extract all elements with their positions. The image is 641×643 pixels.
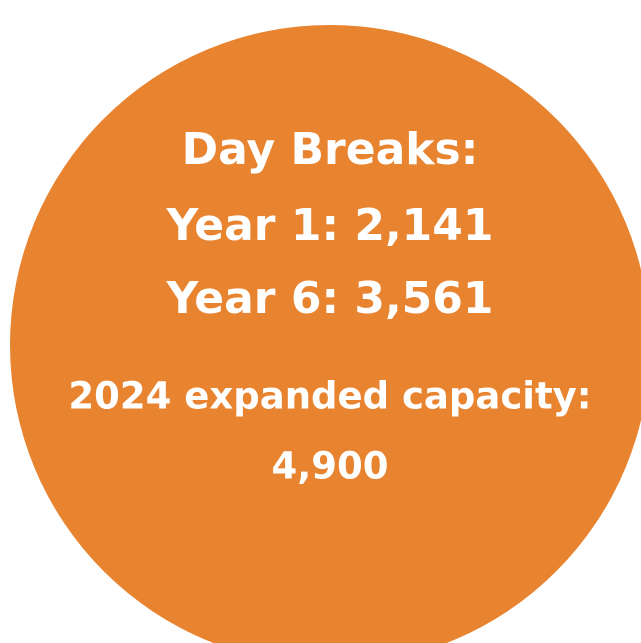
- stat-line: Year 6: 3,561: [165, 273, 493, 324]
- capacity-label: 2024 expanded capacity:: [68, 375, 591, 418]
- capacity-value: 4,900: [271, 445, 388, 488]
- stat-line: Year 1: 2,141: [165, 200, 493, 251]
- heading: Day Breaks:: [182, 124, 479, 175]
- circle-background: [10, 25, 641, 643]
